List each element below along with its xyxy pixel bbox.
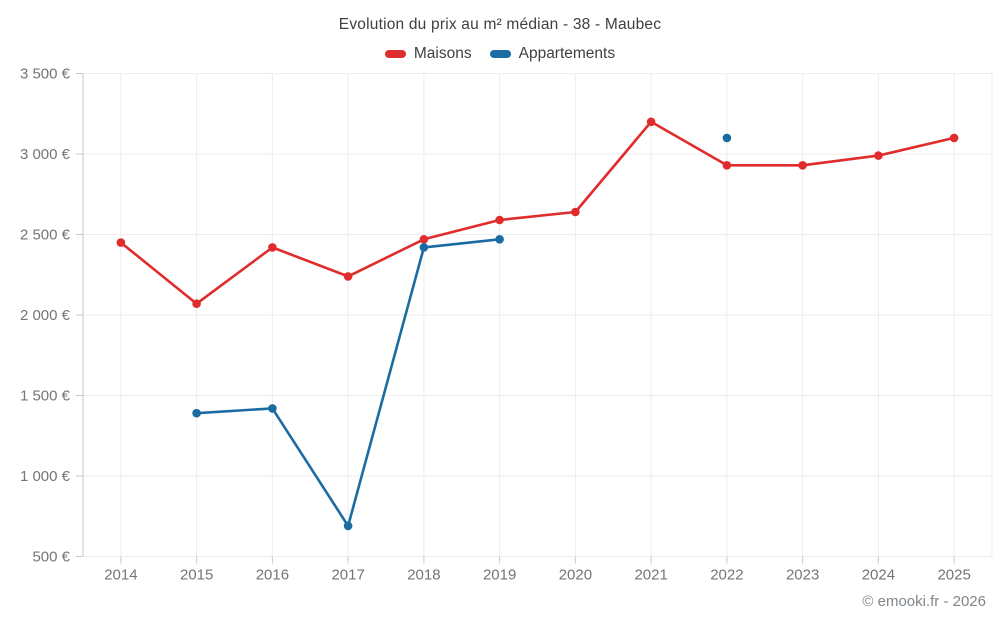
x-axis-label: 2015 (180, 567, 213, 584)
data-point-maisons-2020[interactable] (571, 207, 580, 217)
y-axis-label: 1 000 € (20, 468, 71, 485)
series-line-maisons (119, 120, 956, 305)
data-point-maisons-2023[interactable] (798, 161, 807, 170)
x-axis-label: 2024 (862, 567, 895, 584)
data-point-maisons-2017[interactable] (343, 272, 353, 281)
data-point-appartements-2015[interactable] (192, 408, 201, 418)
x-axis-label: 2016 (256, 567, 289, 584)
x-axis-label: 2020 (559, 567, 592, 584)
legend-label-maisons: Maisons (413, 45, 472, 62)
data-point-maisons-2015[interactable] (192, 299, 201, 309)
legend-item-appartements[interactable]: Appartements (489, 45, 616, 63)
data-point-maisons-2025[interactable] (949, 133, 959, 143)
appartements-swatch-icon (489, 50, 511, 58)
chart-title: Evolution du prix au m² médian - 38 - Ma… (338, 16, 662, 33)
x-axis-label: 2014 (104, 567, 137, 584)
maisons-swatch-icon (384, 50, 406, 58)
y-axis-label: 2 000 € (20, 307, 71, 324)
y-axis-label: 2 500 € (20, 227, 71, 244)
y-axis-label: 1 500 € (20, 388, 71, 405)
data-point-appartements-2022[interactable] (722, 133, 732, 143)
data-point-maisons-2022[interactable] (722, 161, 732, 170)
x-axis-label: 2023 (786, 567, 819, 584)
data-point-appartements-2018[interactable] (419, 243, 429, 252)
data-point-maisons-2014[interactable] (116, 238, 126, 247)
x-axis-label: 2018 (407, 567, 440, 584)
data-point-maisons-2016[interactable] (268, 243, 277, 252)
data-point-maisons-2021[interactable] (646, 117, 656, 127)
y-axis-label: 3 500 € (20, 66, 71, 83)
data-point-maisons-2018[interactable] (419, 235, 429, 244)
data-point-appartements-2016[interactable] (268, 404, 277, 413)
data-point-maisons-2024[interactable] (874, 151, 883, 160)
data-point-maisons-2019[interactable] (495, 215, 504, 225)
x-axis-label: 2017 (331, 567, 364, 584)
legend-label-appartements: Appartements (518, 45, 616, 62)
x-axis-label: 2021 (634, 567, 667, 584)
x-axis-label: 2019 (483, 567, 516, 584)
y-axis-label: 500 € (32, 549, 70, 566)
series-line-appartements (197, 138, 727, 526)
data-point-appartements-2019[interactable] (495, 235, 504, 244)
x-axis-label: 2025 (937, 567, 970, 584)
y-axis-label: 3 000 € (20, 146, 71, 163)
data-point-appartements-2017[interactable] (343, 521, 353, 531)
legend-item-maisons[interactable]: Maisons (384, 45, 472, 63)
chart-legend: Maisons Appartements (0, 45, 1000, 63)
x-axis-label: 2022 (710, 567, 743, 584)
copyright-text: © emooki.fr - 2026 (862, 593, 986, 610)
